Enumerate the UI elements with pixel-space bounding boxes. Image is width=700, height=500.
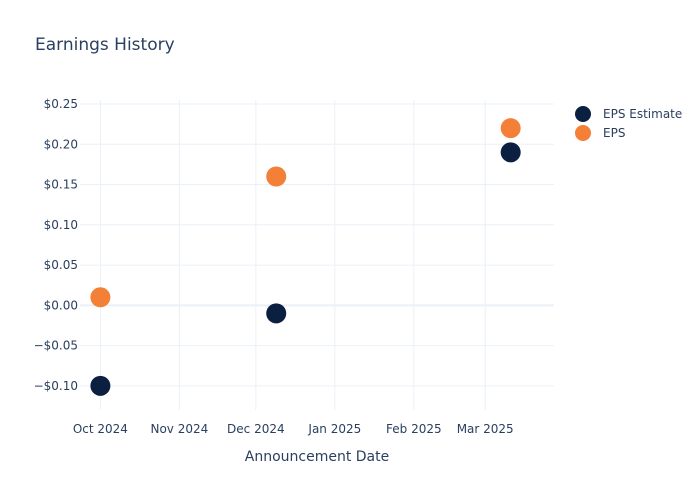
eps-point[interactable] xyxy=(90,287,111,308)
data-points xyxy=(90,118,521,396)
y-tick-label: $0.25 xyxy=(44,97,78,111)
legend-item[interactable]: EPS Estimate xyxy=(575,106,682,122)
x-tick-label: Jan 2025 xyxy=(307,422,361,436)
y-tick-label: −$0.05 xyxy=(34,339,78,353)
legend-item[interactable]: EPS xyxy=(575,125,625,141)
eps-estimate-point[interactable] xyxy=(90,375,111,396)
legend-label: EPS Estimate xyxy=(603,107,682,121)
y-tick-label: $0.00 xyxy=(44,298,78,312)
y-tick-label: $0.15 xyxy=(44,178,78,192)
x-tick-label: Feb 2025 xyxy=(386,422,442,436)
x-axis-ticks: Oct 2024 Nov 2024 Dec 2024 Jan 2025 Feb 2025… xyxy=(73,422,514,436)
chart-title: Earnings History xyxy=(35,35,175,55)
eps-estimate-point[interactable] xyxy=(266,303,287,324)
eps-estimate-point[interactable] xyxy=(500,142,521,163)
y-axis-ticks: $0.25 $0.20 $0.15 $0.10 $0.05 $0.00 −$0.05 −$0.… xyxy=(34,97,78,393)
y-tick-label: $0.10 xyxy=(44,218,78,232)
eps-point[interactable] xyxy=(266,166,287,187)
x-tick-label: Nov 2024 xyxy=(150,422,208,436)
x-tick-label: Dec 2024 xyxy=(227,422,285,436)
legend-marker xyxy=(575,106,591,122)
legend[interactable]: EPS Estimate EPS xyxy=(575,106,682,141)
x-tick-label: Mar 2025 xyxy=(457,422,514,436)
y-tick-label: $0.05 xyxy=(44,258,78,272)
eps-point[interactable] xyxy=(500,118,521,139)
y-tick-label: −$0.10 xyxy=(34,379,78,393)
x-axis-title: Announcement Date xyxy=(245,449,389,465)
legend-marker xyxy=(575,125,591,141)
x-tick-label: Oct 2024 xyxy=(73,422,128,436)
gridlines xyxy=(80,100,554,410)
legend-label: EPS xyxy=(603,126,625,140)
y-tick-label: $0.20 xyxy=(44,137,78,151)
